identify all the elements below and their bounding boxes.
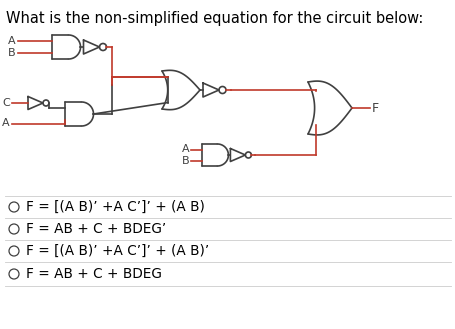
Text: B: B [182, 156, 190, 165]
Text: F: F [371, 102, 378, 114]
Text: F = AB + C + BDEG: F = AB + C + BDEG [26, 267, 162, 281]
Text: C: C [2, 98, 10, 108]
Text: F = AB + C + BDEG’: F = AB + C + BDEG’ [26, 222, 166, 236]
Text: A: A [2, 118, 10, 128]
Text: A: A [8, 36, 16, 46]
Text: What is the non-simplified equation for the circuit below:: What is the non-simplified equation for … [6, 11, 422, 26]
Text: F = [(A B)’ +A C’]’ + (A B): F = [(A B)’ +A C’]’ + (A B) [26, 200, 204, 214]
Text: A: A [182, 144, 190, 155]
Text: F = [(A B)’ +A C’]’ + (A B)’: F = [(A B)’ +A C’]’ + (A B)’ [26, 244, 209, 258]
Text: B: B [8, 48, 16, 58]
